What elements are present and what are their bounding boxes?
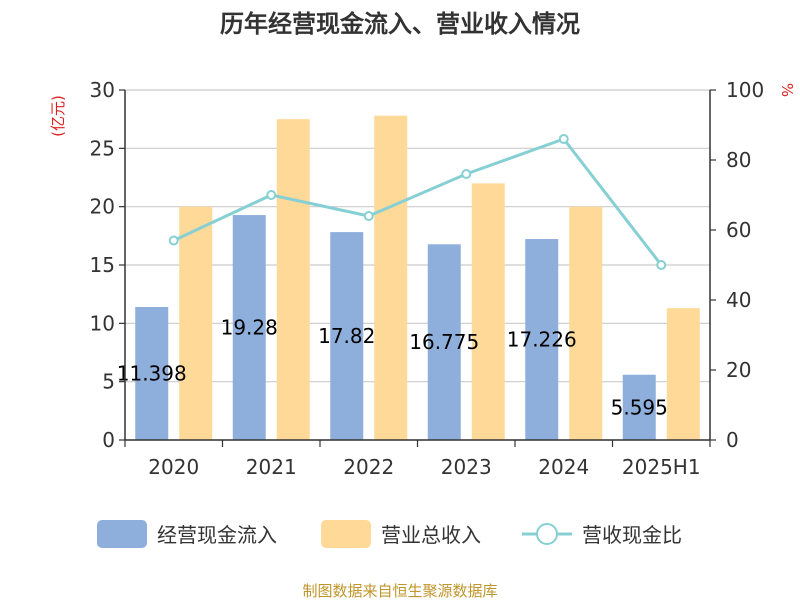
cash-inflow-value-label: 17.226 <box>507 328 577 352</box>
axes: 0 5 10 15 20 25 30 0 20 40 60 80 100 2020 2021 2022 2023… <box>90 78 765 479</box>
gridlines <box>125 89 710 441</box>
legend-label: 营收现金比 <box>582 523 682 547</box>
left-tick-label: 10 <box>90 311 115 335</box>
revenue-bar <box>569 206 603 440</box>
left-tick-label: 0 <box>102 428 115 452</box>
cash-inflow-bar <box>622 374 656 440</box>
right-tick-label: 80 <box>726 148 751 172</box>
right-tick-label: 100 <box>726 78 764 102</box>
revenue-bar <box>666 308 700 440</box>
right-tick-label: 60 <box>726 218 751 242</box>
revenue-bar <box>179 206 213 440</box>
left-tick-label: 5 <box>102 370 115 394</box>
legend-label: 经营现金流入 <box>157 523 277 547</box>
x-tick-label: 2024 <box>538 455 589 479</box>
ratio-point <box>656 260 667 270</box>
right-tick-label: 0 <box>726 428 739 452</box>
ratio-point <box>558 134 569 144</box>
cash-inflow-bar <box>330 232 364 440</box>
x-tick-label: 2023 <box>441 455 492 479</box>
right-axis-unit: % <box>778 83 796 97</box>
ratio-point <box>266 190 277 200</box>
cash-inflow-value-label: 19.28 <box>221 316 278 340</box>
ratio-line-path <box>173 137 663 266</box>
cash-inflow-value-label: 11.398 <box>117 362 187 386</box>
revenue-bar <box>374 115 408 441</box>
cash-inflow-bar <box>232 215 266 440</box>
revenue-bar <box>471 183 505 441</box>
source-note: 制图数据来自恒生聚源数据库 <box>302 582 497 600</box>
cash-inflow-bar <box>525 239 559 440</box>
right-tick-label: 40 <box>726 288 751 312</box>
left-tick-label: 25 <box>90 136 115 160</box>
legend: 经营现金流入 营业总收入 营收现金比 <box>97 520 682 548</box>
bars <box>135 115 700 441</box>
ratio-point <box>461 169 472 179</box>
legend-cash-inflow-swatch <box>97 520 147 548</box>
ratio-line <box>168 134 667 270</box>
x-tick-label: 2025H1 <box>622 455 701 479</box>
x-tick-label: 2022 <box>343 455 394 479</box>
x-tick-label: 2020 <box>148 455 199 479</box>
left-tick-label: 15 <box>90 253 115 277</box>
left-axis-unit: (亿元) <box>49 95 67 137</box>
chart-title: 历年经营现金流入、营业收入情况 <box>220 10 580 38</box>
revenue-bar <box>276 119 310 441</box>
left-tick-label: 20 <box>90 195 115 219</box>
legend-ratio-marker <box>536 523 558 545</box>
cash-inflow-value-label: 16.775 <box>409 330 479 354</box>
legend-revenue-swatch <box>321 520 371 548</box>
cash-inflow-value-label: 5.595 <box>611 395 668 419</box>
cash-inflow-bar <box>427 244 461 440</box>
cash-inflow-bar <box>135 307 169 440</box>
left-tick-label: 30 <box>90 78 115 102</box>
ratio-point <box>363 211 374 221</box>
right-tick-label: 20 <box>726 358 751 382</box>
ratio-point <box>168 235 179 246</box>
cash-inflow-value-label: 17.82 <box>318 324 375 348</box>
legend-label: 营业总收入 <box>381 523 481 547</box>
data-labels: 11.398 19.28 17.82 16.775 17.226 5.595 <box>117 316 668 420</box>
x-tick-label: 2021 <box>246 455 297 479</box>
